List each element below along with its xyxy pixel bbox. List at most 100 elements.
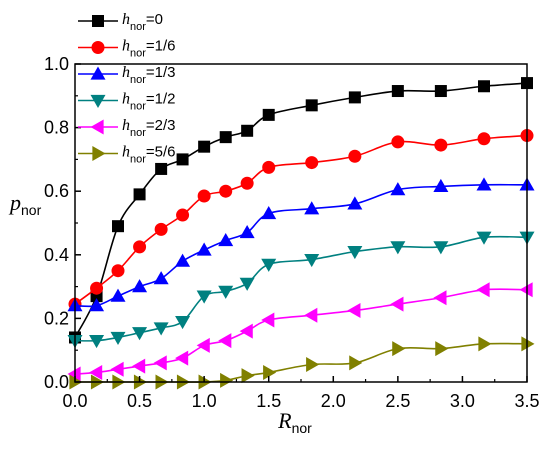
x-tick-label: 1.5 xyxy=(256,391,281,411)
data-point xyxy=(478,336,492,352)
data-point xyxy=(239,323,253,339)
data-point xyxy=(390,241,406,255)
series-line xyxy=(74,235,528,342)
data-point xyxy=(239,225,255,239)
data-point xyxy=(132,358,146,374)
data-point xyxy=(175,315,191,330)
legend-label-sub: nor xyxy=(130,127,146,139)
legend-label-main: h xyxy=(122,144,130,161)
data-point xyxy=(219,184,233,198)
data-point xyxy=(347,196,363,210)
data-point xyxy=(239,277,255,291)
data-point xyxy=(263,364,277,380)
data-point xyxy=(111,264,125,278)
x-tick-label: 3.0 xyxy=(450,391,475,411)
data-point xyxy=(218,232,234,247)
series-line xyxy=(74,134,528,305)
data-point xyxy=(90,281,104,295)
data-point xyxy=(304,307,318,323)
data-point xyxy=(521,336,535,352)
legend-label-sub: nor xyxy=(130,48,146,60)
x-tick-label: 1.0 xyxy=(192,391,217,411)
legend-label: hnor=1/2 xyxy=(122,91,176,113)
legend-item: hnor=5/6 xyxy=(78,144,176,166)
legend-label: hnor=2/3 xyxy=(122,117,176,139)
legend-item: hnor=1/6 xyxy=(78,38,176,60)
legend-label-value: =2/3 xyxy=(146,117,176,134)
data-point xyxy=(347,245,363,260)
x-axis-title: Rnor xyxy=(277,408,312,436)
data-point xyxy=(196,337,210,353)
data-point xyxy=(153,271,169,285)
legend-label-main: h xyxy=(122,117,130,134)
data-point xyxy=(241,124,254,137)
data-point xyxy=(519,282,533,298)
legend-marker xyxy=(91,41,105,54)
data-point xyxy=(435,341,449,357)
legend-label-sub: nor xyxy=(130,21,146,33)
data-point xyxy=(154,222,168,236)
data-point xyxy=(391,135,405,149)
data-point xyxy=(153,322,169,336)
data-point xyxy=(176,153,189,166)
data-point xyxy=(153,355,167,371)
data-point xyxy=(261,312,275,328)
data-point xyxy=(477,80,490,93)
series-4 xyxy=(67,282,533,382)
data-point xyxy=(89,335,105,349)
legend-item: hnor=1/2 xyxy=(78,91,176,113)
data-point xyxy=(348,149,362,163)
data-point xyxy=(434,138,448,152)
y-tick-label: 0.2 xyxy=(44,308,69,328)
y-tick-label: 0.0 xyxy=(44,372,69,392)
plot-series xyxy=(67,77,535,390)
data-point xyxy=(197,189,211,203)
x-axis-title-sub: nor xyxy=(292,420,313,436)
legend-label-sub: nor xyxy=(130,74,146,86)
data-point xyxy=(240,176,254,190)
x-tick-label: 3.5 xyxy=(514,391,539,411)
legend-label-value: =5/6 xyxy=(146,144,176,161)
legend-label-value: =0 xyxy=(146,11,163,28)
series-3 xyxy=(67,231,535,349)
data-point xyxy=(218,285,234,299)
data-point xyxy=(112,220,125,233)
data-point xyxy=(261,258,277,272)
data-point xyxy=(348,91,361,104)
data-point xyxy=(349,355,363,371)
legend-marker xyxy=(90,66,106,80)
legend-marker xyxy=(90,119,104,135)
legend-label: hnor=1/3 xyxy=(122,64,176,86)
data-point xyxy=(391,85,404,98)
data-point xyxy=(89,364,103,380)
data-point xyxy=(262,160,276,174)
data-point xyxy=(433,241,449,255)
y-axis-title-sub: nor xyxy=(21,202,42,218)
series-line xyxy=(74,288,528,375)
data-point xyxy=(132,327,148,341)
data-point xyxy=(155,162,168,175)
data-point xyxy=(220,372,234,388)
y-tick-label: 0.4 xyxy=(44,245,69,265)
x-tick-label: 0.5 xyxy=(127,391,152,411)
data-point xyxy=(241,368,255,384)
data-point xyxy=(476,282,490,298)
legend-label: hnor=5/6 xyxy=(122,144,176,166)
series-line xyxy=(74,82,528,338)
legend-label-main: h xyxy=(122,38,130,55)
legend-marker xyxy=(92,15,104,27)
data-point xyxy=(305,156,319,170)
data-point xyxy=(196,290,212,304)
data-point xyxy=(305,99,318,112)
data-point xyxy=(304,253,320,268)
legend-label-main: h xyxy=(122,91,130,108)
data-point xyxy=(89,298,105,312)
data-point xyxy=(476,231,492,245)
legend: hnor=0hnor=1/6hnor=1/3hnor=1/2hnor=2/3hn… xyxy=(78,11,176,166)
data-point xyxy=(306,357,320,373)
legend-marker xyxy=(90,94,106,108)
y-axis-title: pnor xyxy=(8,190,42,218)
data-point xyxy=(476,177,492,191)
data-point xyxy=(390,296,404,312)
